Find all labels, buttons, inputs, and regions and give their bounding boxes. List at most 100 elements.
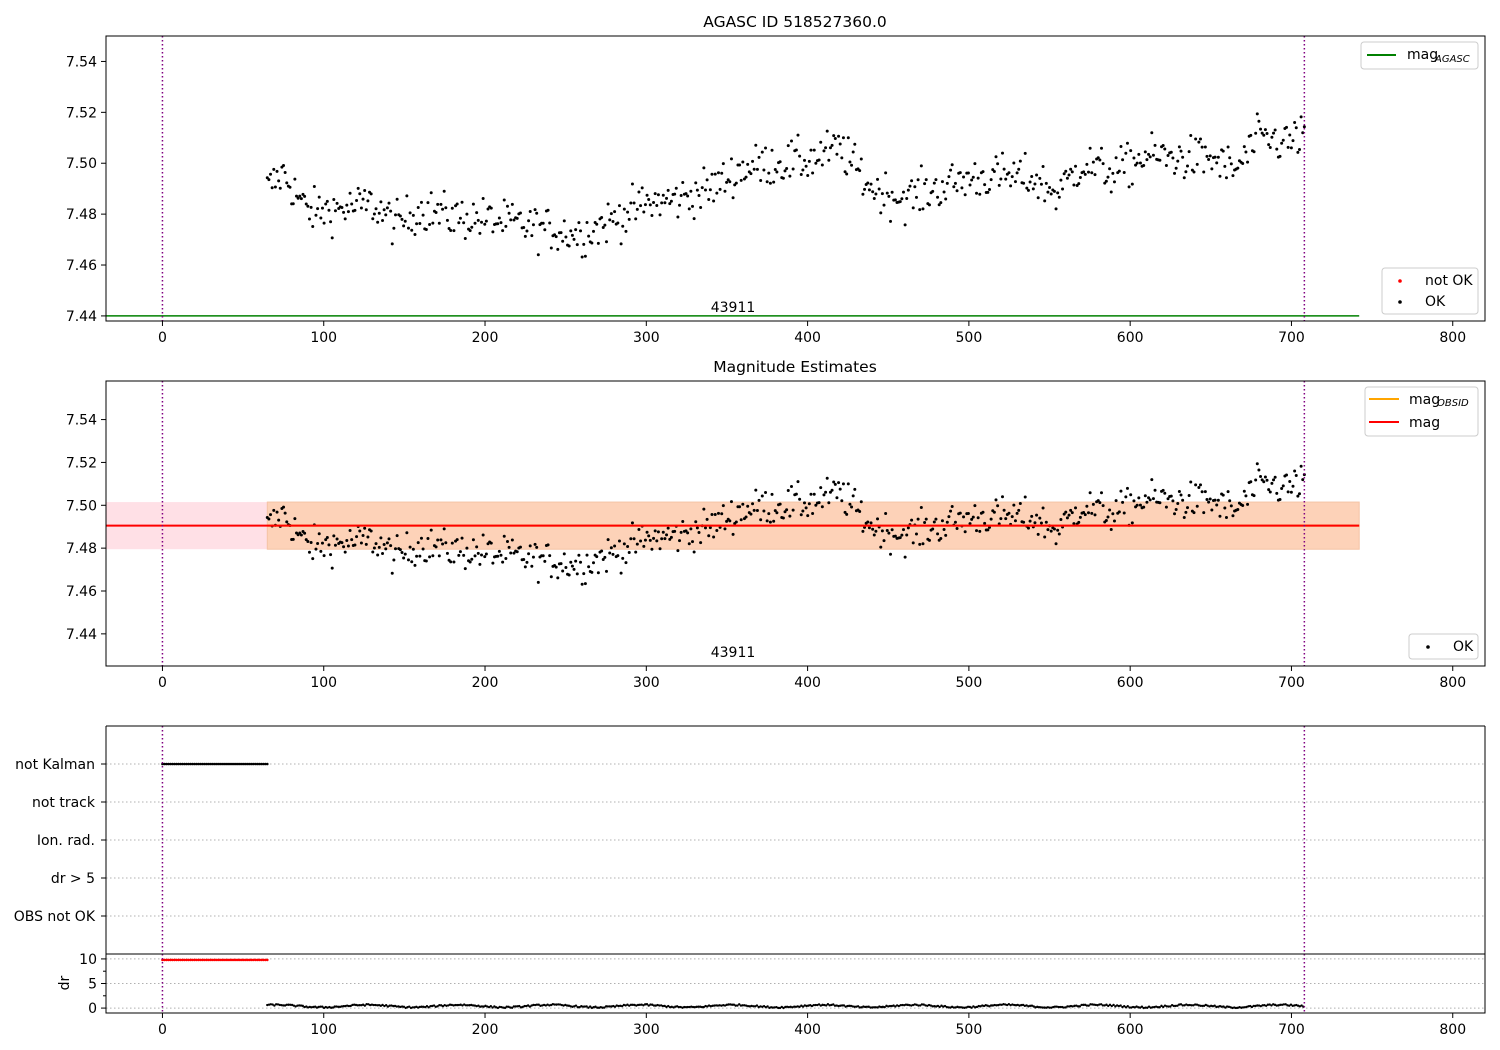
ok-data-point: [1137, 496, 1141, 500]
ok-data-point: [1255, 112, 1259, 116]
ok-data-point: [410, 560, 414, 564]
ok-data-point: [343, 550, 347, 554]
dr-ok-point: [438, 1003, 441, 1007]
ok-data-point: [999, 177, 1003, 181]
ok-data-point: [504, 556, 508, 560]
dr-ok-point: [1213, 1004, 1216, 1007]
ok-data-point: [798, 154, 802, 158]
ok-data-point: [424, 227, 428, 231]
dr-ok-point: [298, 1004, 301, 1007]
ok-data-point: [830, 488, 834, 492]
ok-data-point: [293, 517, 297, 521]
ok-data-point: [377, 545, 381, 549]
ok-data-point: [376, 220, 380, 224]
ok-data-point: [817, 501, 821, 505]
dr-ok-point: [752, 1005, 755, 1008]
dr-ok-point: [1248, 1004, 1252, 1008]
ok-data-point: [953, 181, 957, 185]
dr-ok-point: [354, 1003, 358, 1007]
ok-data-point: [450, 206, 454, 210]
x-tick-label: 200: [472, 1022, 499, 1038]
ok-data-point: [1223, 506, 1227, 510]
dr-ok-point: [587, 1006, 590, 1009]
ok-data-point: [1294, 473, 1298, 477]
ok-data-point: [668, 202, 672, 206]
ok-data-point: [525, 229, 529, 233]
ok-data-point: [1281, 484, 1285, 488]
dr-ok-point: [1284, 1003, 1287, 1006]
ok-data-point: [718, 187, 722, 191]
dr-ok-point: [649, 1003, 652, 1006]
ok-data-point: [1062, 172, 1066, 176]
ok-data-point: [1078, 176, 1082, 180]
ok-data-point: [734, 520, 738, 524]
ok-data-point: [794, 492, 798, 496]
ok-data-point: [1166, 497, 1170, 501]
dr-ok-point: [596, 1006, 599, 1009]
ok-data-point: [616, 554, 620, 558]
ok-data-point: [325, 535, 329, 539]
flag-point: [227, 762, 231, 766]
ok-data-point: [889, 552, 893, 556]
ok-data-point: [291, 202, 295, 206]
ok-data-point: [1260, 131, 1264, 135]
ok-data-point: [768, 181, 772, 185]
ok-data-point: [837, 134, 841, 138]
dr-ok-point: [1247, 1005, 1250, 1008]
ok-data-point: [512, 218, 516, 222]
ok-data-point: [666, 526, 670, 530]
ok-data-point: [596, 571, 600, 575]
ok-data-point: [1161, 488, 1165, 492]
ok-data-point: [905, 197, 909, 201]
ok-data-point: [382, 208, 386, 212]
dr-ok-point: [1080, 1003, 1083, 1007]
x-tick-label: 0: [158, 1022, 167, 1038]
ok-data-point: [460, 536, 464, 540]
ok-data-point: [343, 217, 347, 221]
ok-data-point: [996, 504, 1000, 508]
ok-data-point: [841, 482, 845, 486]
ok-data-point: [1109, 527, 1113, 531]
dr-ok-point: [674, 1005, 677, 1008]
dr-ok-point: [574, 1004, 578, 1007]
dr-ok-point: [952, 1006, 956, 1009]
dr-ok-point: [342, 1005, 345, 1008]
ok-data-point: [811, 512, 815, 516]
ok-data-point: [507, 211, 511, 215]
dr-ok-point: [278, 1003, 281, 1007]
ok-data-point: [562, 552, 566, 556]
x-tick-label: 800: [1439, 330, 1466, 346]
ok-data-point: [757, 155, 761, 159]
ok-data-point: [859, 500, 863, 504]
ok-data-point: [384, 547, 388, 551]
ok-data-point: [436, 538, 440, 542]
ok-data-point: [322, 221, 326, 225]
ok-data-point: [340, 541, 344, 545]
dr-ok-point: [995, 1004, 998, 1007]
ok-data-point: [1275, 147, 1279, 151]
ok-data-point: [874, 529, 878, 533]
ok-data-point: [1231, 174, 1235, 178]
ok-data-point: [424, 559, 428, 563]
ok-data-point: [1246, 502, 1250, 506]
ok-data-point: [1119, 144, 1123, 148]
dr-ok-point: [1098, 1003, 1101, 1006]
ok-data-point: [554, 235, 558, 239]
ok-data-point: [1083, 172, 1087, 176]
ok-data-point: [674, 186, 678, 190]
dr-ok-point: [693, 1005, 697, 1009]
ok-data-point: [989, 517, 993, 521]
ok-data-point: [1272, 131, 1276, 135]
dr-ok-point: [718, 1004, 721, 1007]
flag-point: [245, 762, 249, 766]
ok-data-point: [458, 216, 462, 220]
ok-data-point: [876, 177, 880, 181]
ok-data-point: [1093, 173, 1097, 177]
ok-data-point: [1192, 511, 1196, 515]
dr-ok-point: [863, 1005, 867, 1009]
dr-notok-point: [221, 958, 225, 962]
ok-data-point: [1249, 133, 1253, 137]
ok-data-point: [583, 254, 587, 258]
dr-ok-point: [1105, 1003, 1108, 1006]
dr-ok-point: [384, 1004, 388, 1007]
